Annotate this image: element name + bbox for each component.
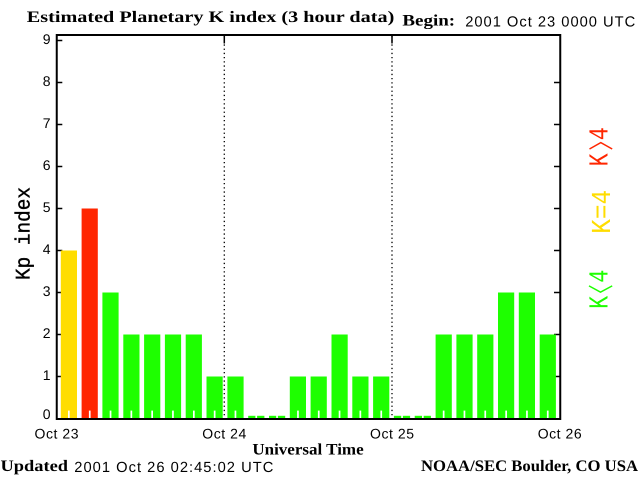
svg-text:Estimated Planetary K index (3: Estimated Planetary K index (3 hour data…: [27, 9, 395, 26]
svg-text:Oct 25: Oct 25: [370, 425, 414, 441]
svg-text:1: 1: [43, 367, 51, 383]
svg-text:K: K: [585, 295, 617, 309]
svg-text:3: 3: [43, 283, 51, 299]
svg-text:6: 6: [43, 157, 51, 173]
svg-text:Oct 26: Oct 26: [538, 425, 582, 441]
svg-text:7: 7: [43, 115, 51, 131]
svg-text:2001 Oct 23 0000 UTC: 2001 Oct 23 0000 UTC: [465, 15, 635, 31]
svg-text:8: 8: [43, 73, 51, 89]
svg-text:2001 Oct 26 02:45:02 UTC: 2001 Oct 26 02:45:02 UTC: [74, 460, 273, 476]
svg-text:Kp index: Kp index: [14, 187, 37, 280]
svg-text:4: 4: [585, 127, 617, 140]
svg-text:Updated: Updated: [1, 458, 69, 475]
svg-text:K: K: [585, 152, 617, 166]
svg-text:5: 5: [43, 199, 51, 215]
svg-text:9: 9: [43, 31, 51, 47]
svg-text:4: 4: [43, 241, 51, 257]
svg-text:Begin:: Begin:: [402, 12, 455, 29]
svg-text:0: 0: [43, 406, 51, 422]
svg-text:4: 4: [585, 270, 617, 283]
svg-text:K=4: K=4: [587, 190, 619, 234]
svg-text:Oct 23: Oct 23: [35, 425, 79, 441]
svg-text:Universal Time: Universal Time: [252, 442, 363, 459]
svg-text:Oct 24: Oct 24: [202, 425, 246, 441]
svg-text:NOAA/SEC Boulder, CO USA: NOAA/SEC Boulder, CO USA: [421, 458, 638, 475]
svg-text:2: 2: [43, 325, 51, 341]
